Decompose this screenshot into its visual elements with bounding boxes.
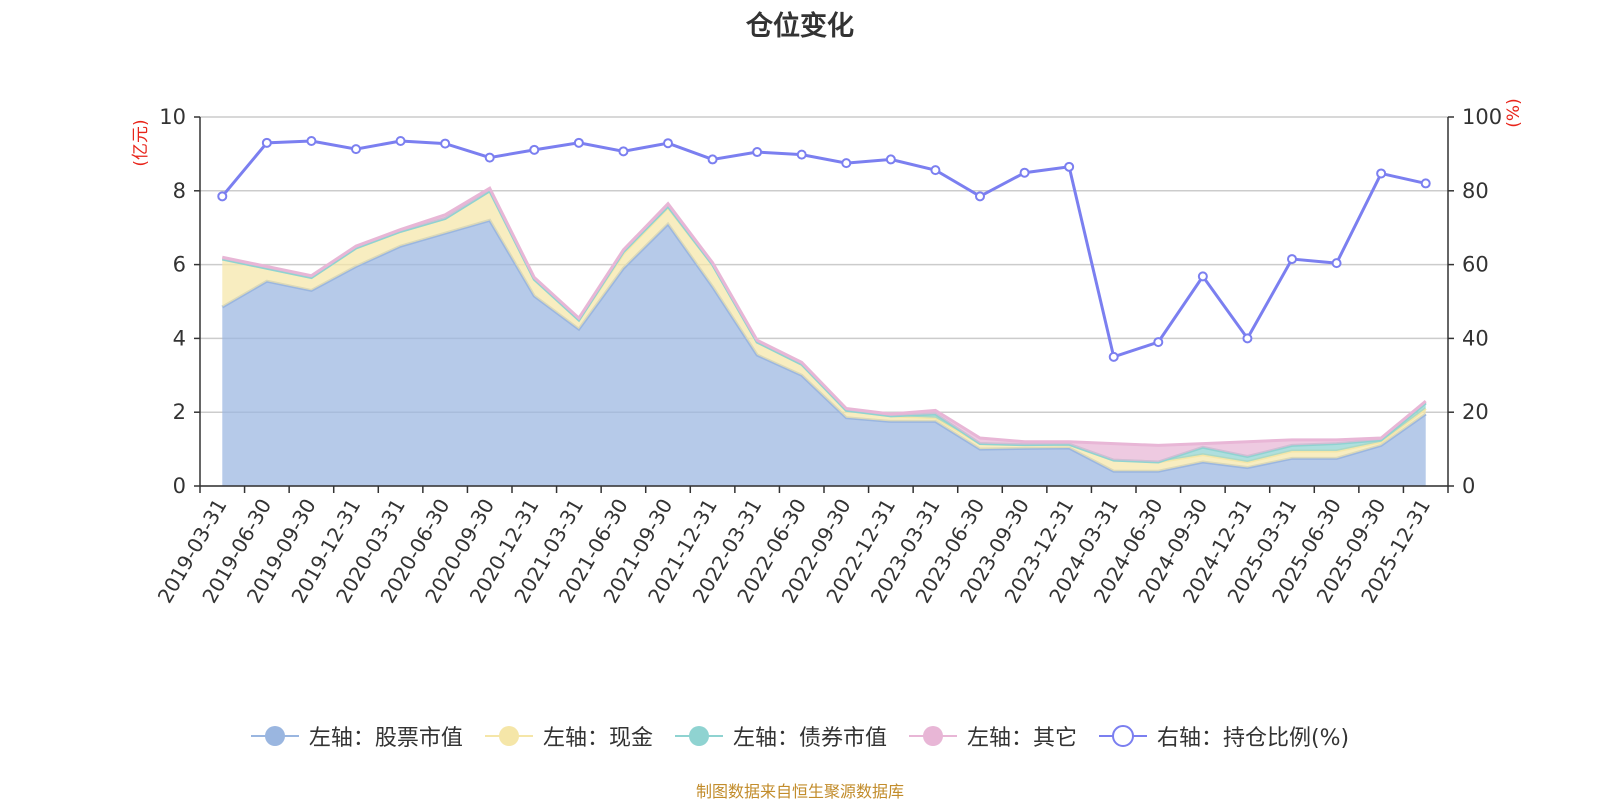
legend-item[interactable]: 左轴：债券市值 xyxy=(674,720,887,752)
holding-ratio-point xyxy=(1376,168,1387,179)
holding-ratio-point xyxy=(1242,333,1253,344)
chart-title: 仓位变化 xyxy=(746,11,854,42)
right-y-tick-label: 0 xyxy=(1462,474,1475,498)
left-y-tick-label: 10 xyxy=(159,105,186,129)
legend-filled-circle-icon xyxy=(250,726,299,746)
right-y-tick-label: 40 xyxy=(1462,326,1489,350)
holding-ratio-point xyxy=(975,191,985,202)
holding-ratio-point xyxy=(796,149,807,160)
holding-ratio-point xyxy=(484,152,495,163)
holding-ratio-point xyxy=(217,191,228,202)
holding-ratio-point xyxy=(752,147,763,158)
legend-filled-circle-icon xyxy=(674,726,723,746)
area-左轴：股票市值 xyxy=(222,220,1426,486)
right-y-tick-label: 60 xyxy=(1462,253,1489,277)
holding-ratio-point xyxy=(885,154,896,165)
holding-ratio-point xyxy=(261,137,272,148)
left-y-tick-label: 2 xyxy=(173,400,186,424)
legend-item[interactable]: 右轴：持仓比例(%) xyxy=(1098,720,1350,752)
holding-ratio-point xyxy=(1064,161,1075,172)
legend-filled-circle-icon xyxy=(908,726,957,746)
left-axis-unit-label: (亿元) xyxy=(131,119,151,166)
holding-ratio-point xyxy=(618,146,629,157)
holding-ratio-point xyxy=(1197,271,1208,282)
holding-ratio-point xyxy=(841,158,852,169)
legend-item[interactable]: 左轴：股票市值 xyxy=(250,720,463,752)
legend-filled-circle-icon xyxy=(484,726,533,746)
legend-label: 左轴：股票市值 xyxy=(308,726,463,751)
area-edge-左轴：其它 xyxy=(221,186,1427,447)
holding-ratio-point xyxy=(1108,351,1119,362)
right-y-tick-label: 80 xyxy=(1462,179,1489,203)
holding-ratio-point xyxy=(663,138,673,149)
legend-label: 左轴：现金 xyxy=(542,726,653,751)
holding-ratio-point xyxy=(440,138,451,149)
holding-ratio-point xyxy=(573,137,584,148)
data-source-note: 制图数据来自恒生聚源数据库 xyxy=(695,782,904,801)
legend-label: 右轴：持仓比例(%) xyxy=(1156,726,1350,751)
legend-label: 左轴：其它 xyxy=(966,726,1077,751)
position-change-chart: 0246810020406080100(亿元)(%)2019-03-312019… xyxy=(131,98,1524,607)
holding-ratio-point xyxy=(1420,178,1431,189)
holding-ratio-point xyxy=(529,144,540,155)
series-line-holding-ratio xyxy=(221,139,1427,359)
right-y-tick-label: 20 xyxy=(1462,400,1489,424)
legend-label: 左轴：债券市值 xyxy=(732,726,887,751)
left-y-tick-label: 8 xyxy=(173,179,186,203)
holding-ratio-point xyxy=(1287,254,1297,265)
area-左轴：现金 xyxy=(222,190,1426,472)
holding-ratio-point xyxy=(1019,167,1030,178)
holding-ratio-point xyxy=(395,135,406,146)
holding-ratio-point xyxy=(351,144,361,155)
holding-ratio-point xyxy=(707,154,718,165)
chart-legend: 左轴：股票市值 左轴：现金 左轴：债券市值 左轴：其它 右轴：持仓比例(%) xyxy=(0,720,1600,752)
left-y-tick-label: 0 xyxy=(173,474,186,498)
holding-ratio-point xyxy=(306,135,317,146)
legend-item[interactable]: 左轴：现金 xyxy=(484,720,653,752)
holding-ratio-point xyxy=(1331,258,1342,269)
legend-item[interactable]: 左轴：其它 xyxy=(908,720,1077,752)
left-y-tick-label: 4 xyxy=(173,326,186,350)
right-axis-unit-label: (%) xyxy=(1504,98,1524,127)
left-y-tick-label: 6 xyxy=(173,253,186,277)
right-y-tick-label: 100 xyxy=(1462,105,1502,129)
holding-ratio-point xyxy=(1153,337,1164,348)
holding-ratio-point xyxy=(930,165,941,176)
legend-hollow-circle-icon xyxy=(1098,725,1147,747)
